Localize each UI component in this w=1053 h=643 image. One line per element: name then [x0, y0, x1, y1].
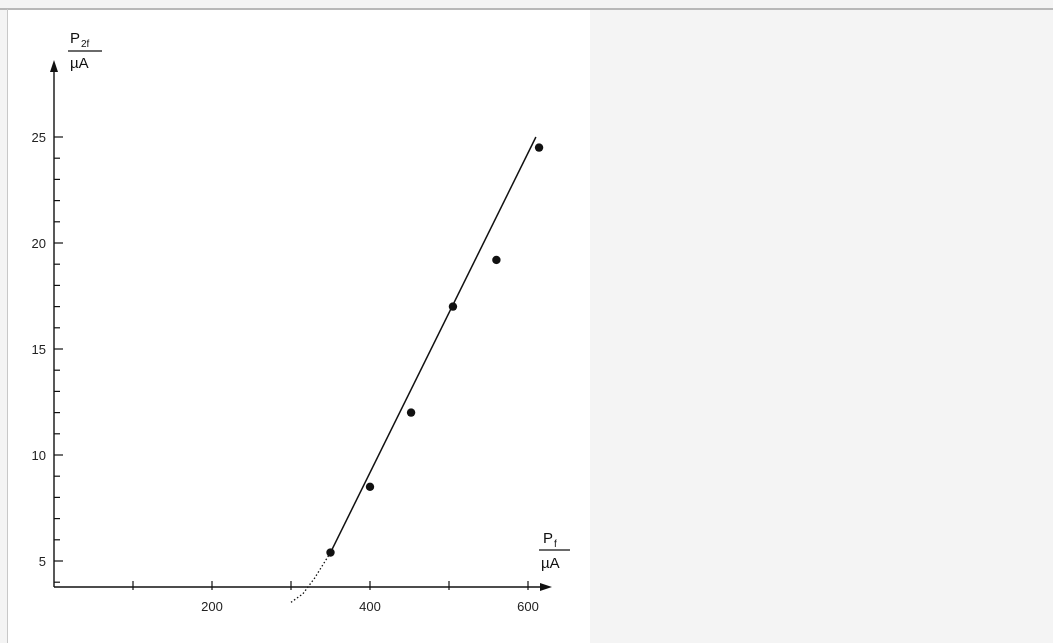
data-point [492, 255, 501, 265]
y-axis-arrowhead [50, 60, 58, 72]
y-tick-label: 5 [39, 554, 46, 569]
y-tick-label: 20 [32, 236, 46, 251]
y-axis-label-symbol: P [70, 30, 80, 47]
y-tick-label: 25 [32, 130, 46, 145]
x-axis-label-symbol: P [543, 530, 553, 547]
y-tick-label: 10 [32, 448, 46, 463]
y-axis-label-subscript: 2f [81, 39, 90, 50]
x-axis-arrowhead [540, 583, 552, 591]
top-divider [0, 8, 1053, 10]
y-ticks: 5 10 15 20 25 [32, 130, 63, 583]
scatter-plot: 5 10 15 20 25 200 400 600 P 2f µA P f µA [32, 30, 570, 614]
x-tick-label: 200 [201, 599, 223, 614]
data-point [365, 482, 375, 491]
left-divider [7, 9, 8, 643]
figure-panel: 5 10 15 20 25 200 400 600 P 2f µA P f µA [8, 10, 590, 643]
y-axis-label-unit: µA [70, 55, 89, 72]
threshold-dotted-curve [290, 552, 332, 603]
data-point [534, 143, 544, 152]
curves [290, 136, 537, 603]
y-axis-label: P 2f µA [68, 30, 102, 72]
x-axis-label: P f µA [539, 530, 570, 572]
y-tick-label: 15 [32, 342, 46, 357]
x-tick-label: 400 [359, 599, 381, 614]
x-axis-label-unit: µA [541, 555, 560, 572]
data-points [326, 143, 544, 557]
x-tick-label: 600 [517, 599, 539, 614]
data-point [448, 302, 458, 311]
x-ticks: 200 400 600 [132, 581, 539, 614]
data-point [326, 548, 335, 557]
data-point [406, 408, 416, 417]
axes [50, 60, 552, 591]
x-axis-label-subscript: f [554, 539, 557, 550]
fit-line [329, 136, 537, 553]
